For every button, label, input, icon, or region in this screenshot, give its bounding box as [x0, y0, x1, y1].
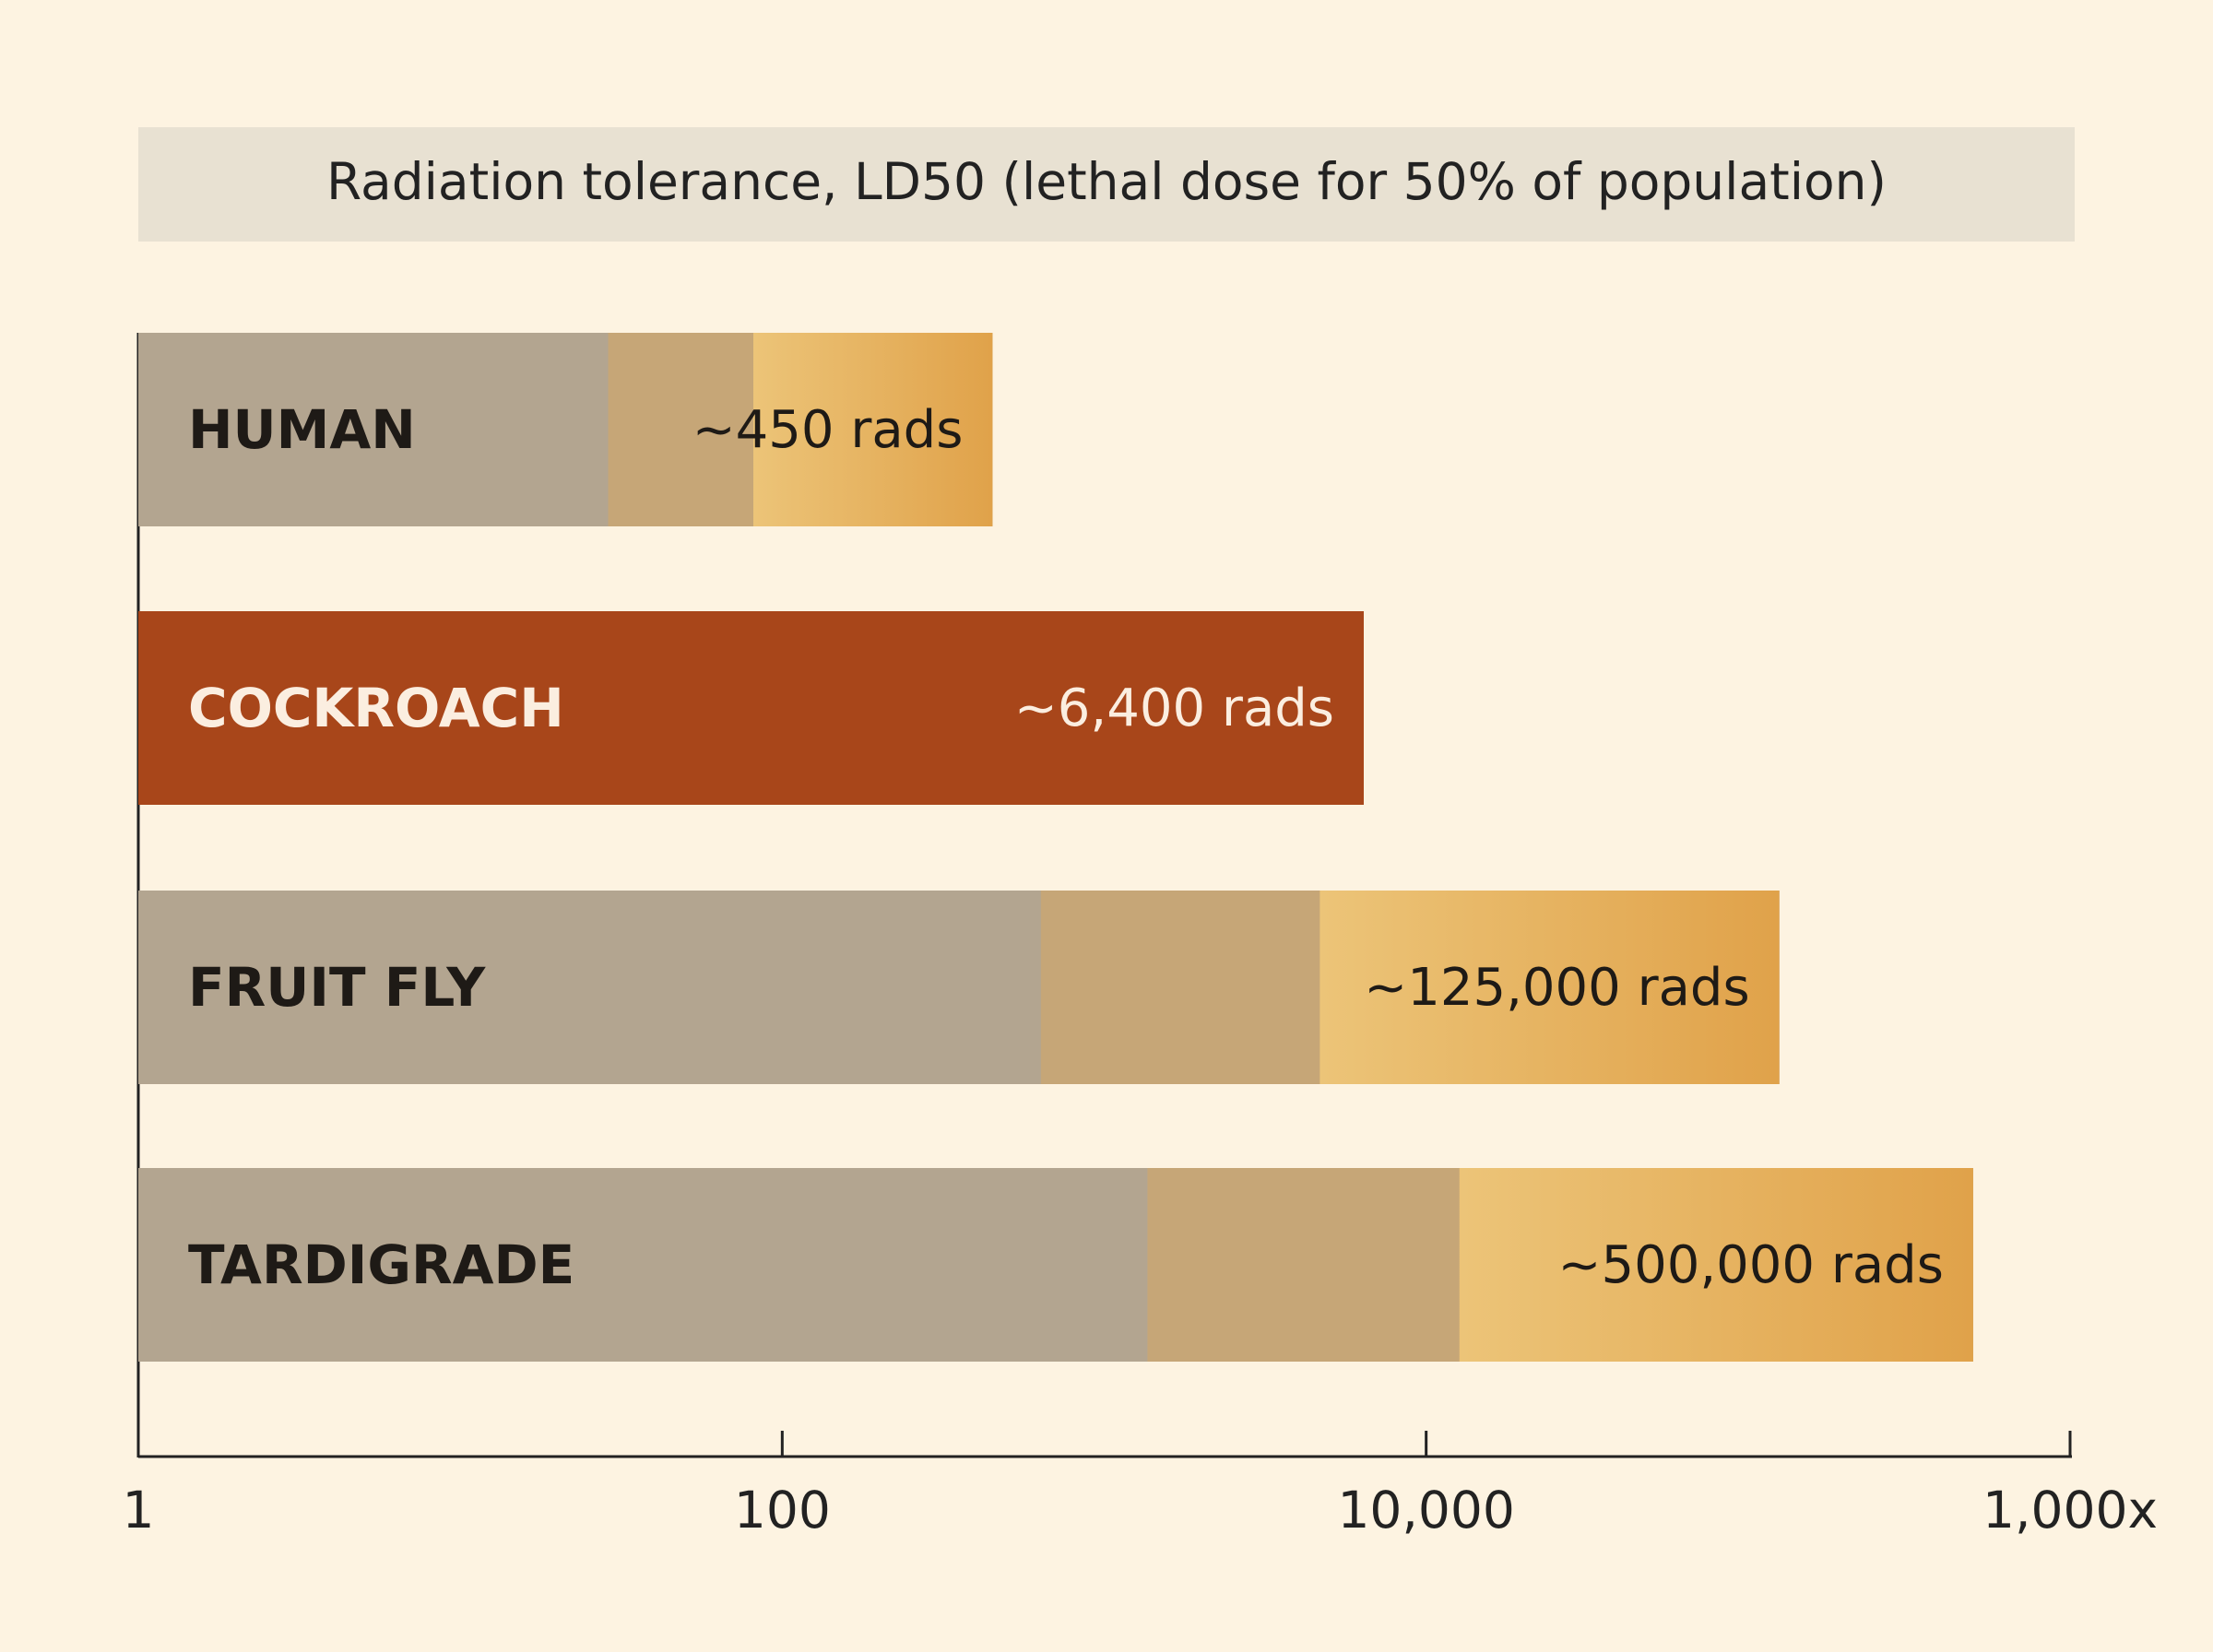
- category-label: COCKROACH: [188, 677, 564, 739]
- bar-band: [753, 333, 993, 526]
- x-tick-label: 1: [123, 1481, 155, 1540]
- category-label: HUMAN: [188, 398, 416, 461]
- value-label: ~450 rads: [692, 400, 964, 460]
- title-box: [138, 127, 2075, 242]
- x-tick-label: 1,000x: [1982, 1481, 2158, 1540]
- value-label: ~125,000 rads: [1364, 958, 1749, 1018]
- bar-band: [1459, 1168, 1973, 1362]
- value-label: ~6,400 rads: [1014, 678, 1334, 738]
- category-label: FRUIT FLY: [188, 956, 486, 1019]
- category-label: TARDIGRADE: [188, 1233, 574, 1296]
- x-tick-label: 10,000: [1337, 1481, 1514, 1540]
- bar-band: [1320, 891, 1780, 1084]
- chart-title: Radiation tolerance, LD50 (lethal dose f…: [326, 152, 1887, 211]
- value-label: ~500,000 rads: [1558, 1235, 1944, 1295]
- bar: [138, 611, 1364, 805]
- x-tick-label: 100: [734, 1481, 831, 1540]
